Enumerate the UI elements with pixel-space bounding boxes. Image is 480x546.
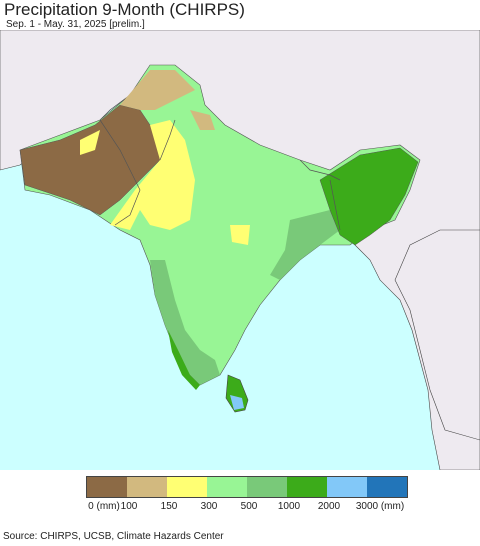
color-legend-bar [86, 476, 408, 498]
legend-labels: 0 (mm) 100 150 300 500 1000 2000 3000 (m… [0, 501, 480, 515]
southeast-asia-land [394, 229, 480, 441]
legend-label-4: 500 [240, 501, 258, 512]
northeast-wet-zone [319, 147, 419, 246]
legend-label-2: 150 [160, 501, 178, 512]
legend-label-0: 0 (mm) [88, 501, 120, 512]
sri-lanka-wet-zone [230, 395, 244, 410]
page-title: Precipitation 9-Month (CHIRPS) [4, 0, 245, 19]
legend-swatch-1 [127, 477, 167, 497]
legend-label-6: 2000 [317, 501, 341, 512]
legend-swatch-6 [327, 477, 367, 497]
dry-yellow-zone [80, 120, 250, 245]
legend-swatch-2 [167, 477, 207, 497]
semi-arid-zone [120, 70, 215, 130]
southwest-coast-zone [168, 330, 200, 390]
legend-swatch-4 [247, 477, 287, 497]
precipitation-map [0, 30, 480, 470]
legend-swatch-5 [287, 477, 327, 497]
legend-label-5: 1000 [277, 501, 301, 512]
legend-swatch-0 [87, 477, 127, 497]
medium-green-zone [150, 210, 340, 385]
country-borders [99, 119, 341, 231]
date-range-subtitle: Sep. 1 - May. 31, 2025 [prelim.] [6, 19, 145, 30]
legend-label-7: 3000 (mm) [355, 501, 405, 512]
legend-swatch-3 [207, 477, 247, 497]
legend-label-1: 100 [120, 501, 138, 512]
source-credit: Source: CHIRPS, UCSB, Climate Hazards Ce… [3, 531, 224, 542]
legend-label-3: 300 [200, 501, 218, 512]
legend-swatch-7 [367, 477, 407, 497]
